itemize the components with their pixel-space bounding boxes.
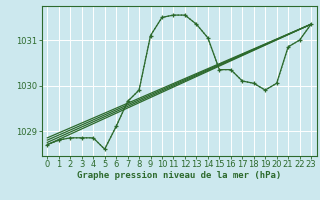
X-axis label: Graphe pression niveau de la mer (hPa): Graphe pression niveau de la mer (hPa) xyxy=(77,171,281,180)
